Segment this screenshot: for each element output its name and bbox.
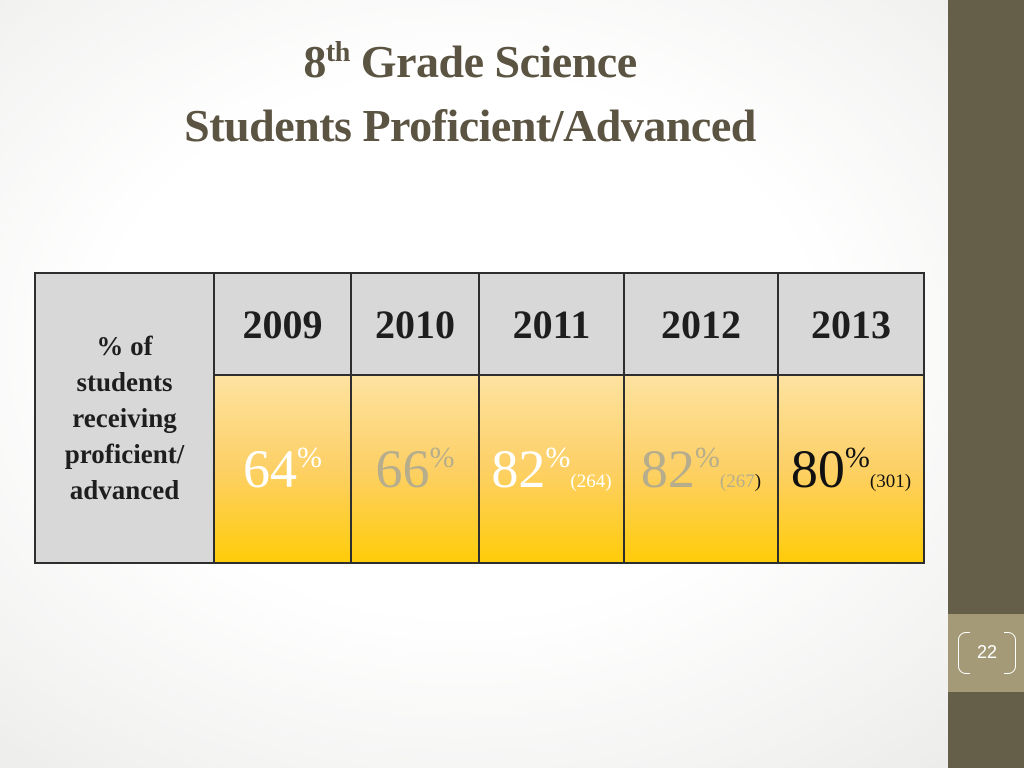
value-2009-percent: % [297,441,322,474]
value-2011: 82 [491,439,546,499]
year-2009-cell: 2009 [213,272,352,376]
value-2010-percent: % [429,441,455,474]
table-header-row: % of students receiving proficient/ adva… [34,272,925,564]
value-2011-percent: % [545,441,571,474]
value-2013-cell: 80%(301) [777,374,925,564]
page-number-bracket: 22 [958,632,1016,676]
year-2012-cell: 2012 [623,272,779,376]
slide-title: 8th Grade Science Students Proficient/Ad… [40,30,900,158]
value-2013: 80 [790,439,845,499]
row-header-text: % of students receiving proficient/ adva… [64,331,185,505]
title-line-1: 8th Grade Science [40,30,900,94]
title-line-2: Students Proficient/Advanced [184,100,756,151]
title-subject: Grade Science [349,36,637,87]
page-number: 22 [976,642,998,662]
value-2012: 82 [640,439,695,499]
year-2013-cell: 2013 [777,272,925,376]
value-2011-count: (264) [570,471,612,492]
bracket-left [958,632,970,674]
value-2012-cell: 82%(267) [623,374,779,564]
value-2009: 64 [243,439,297,499]
year-2011-cell: 2011 [478,272,625,376]
value-2012-percent: % [694,441,720,474]
year-2010-cell: 2010 [350,272,480,376]
title-grade-number: 8 [303,36,326,87]
value-2013-percent: % [844,441,870,474]
value-2012-count-close: ) [754,471,762,492]
value-2012-count: (267 [719,471,755,492]
bracket-right [1004,632,1016,674]
value-2011-cell: 82%(264) [478,374,625,564]
proficiency-table: % of students receiving proficient/ adva… [34,272,925,564]
value-2010: 66 [375,439,430,499]
title-grade-suffix: th [325,37,350,68]
value-2009-cell: 64% [213,374,352,564]
value-2010-cell: 66% [350,374,480,564]
value-2013-count: (301) [869,471,912,492]
page-number-box [948,614,1024,692]
row-header-cell: % of students receiving proficient/ adva… [34,272,215,564]
table-value-row: 64% 66% 82%(264) 82%(267) 80%(301) [35,374,925,564]
